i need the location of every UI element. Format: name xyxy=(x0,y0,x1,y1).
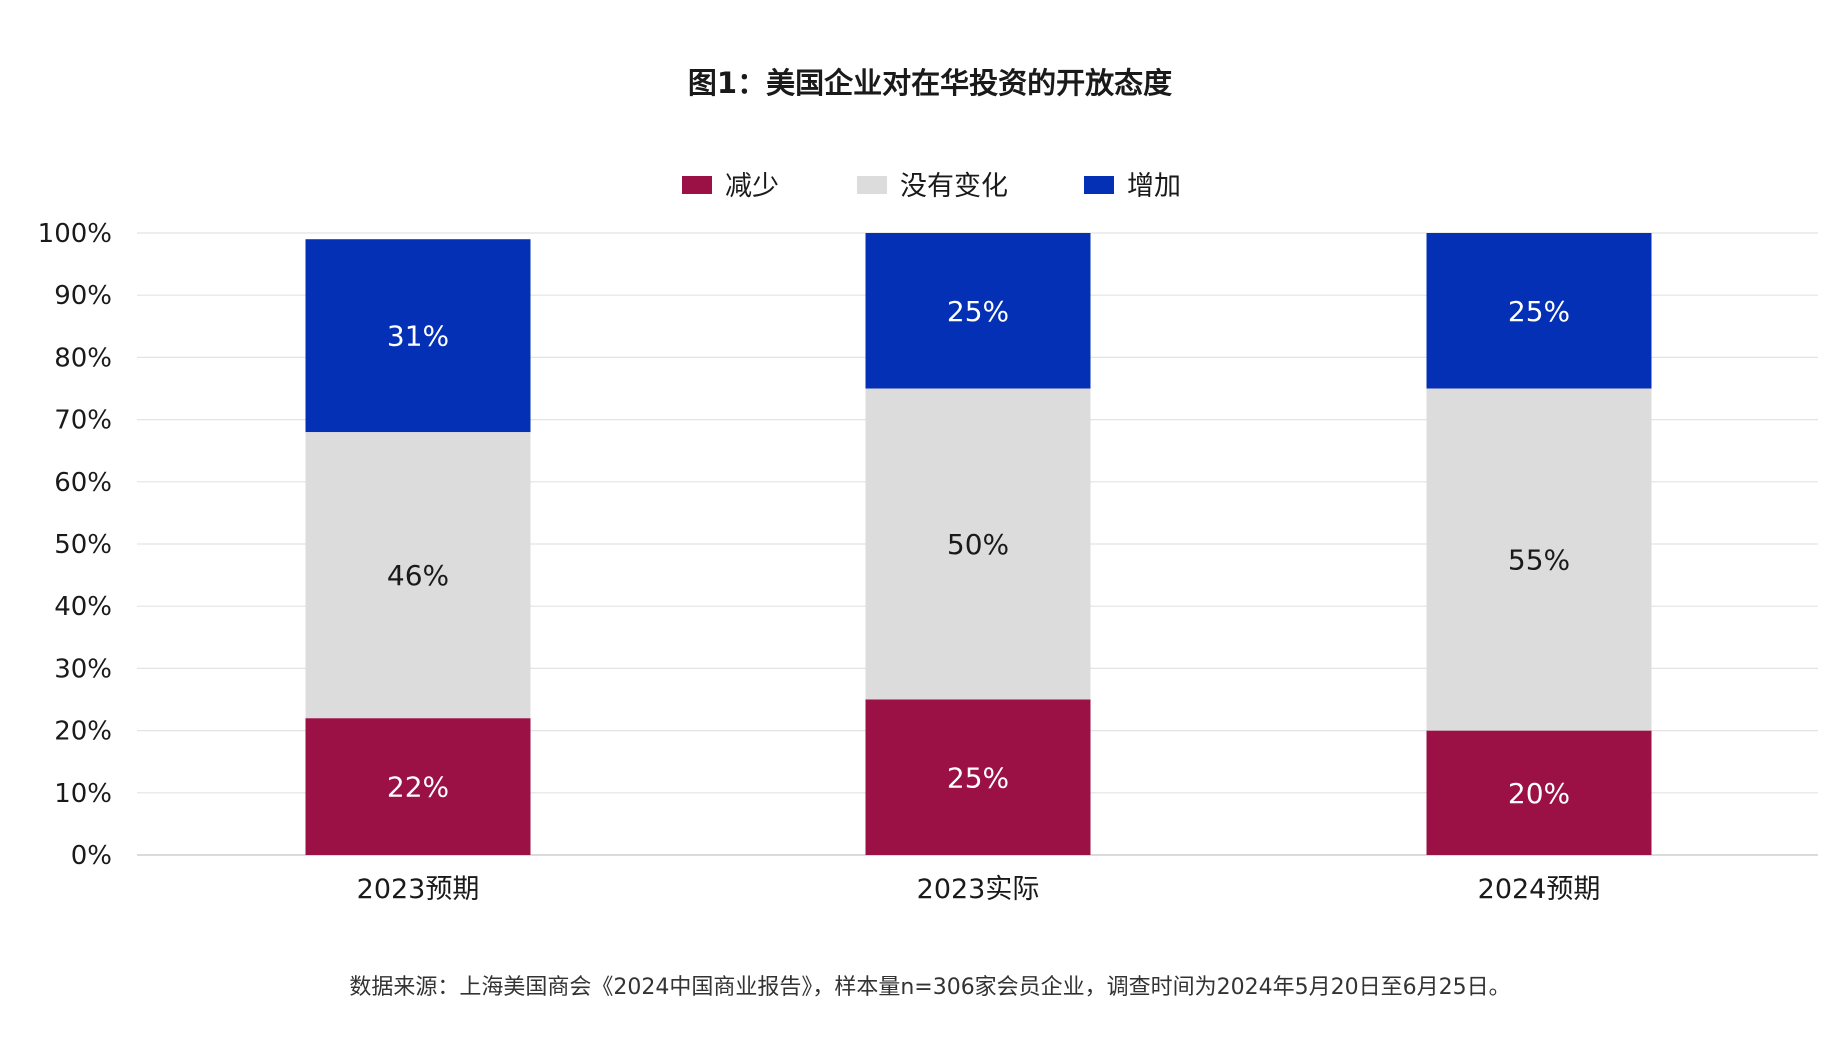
legend: 减少 没有变化 增加 xyxy=(682,171,1181,202)
data-label: 46% xyxy=(387,559,449,592)
legend-label: 没有变化 xyxy=(900,171,1008,202)
bar-segment xyxy=(1426,730,1652,855)
chart-title: 图1：美国企业对在华投资的开放态度 xyxy=(688,66,1172,100)
y-tick-label: 40% xyxy=(54,592,112,622)
data-label: 50% xyxy=(947,528,1009,561)
y-tick-label: 0% xyxy=(71,841,112,871)
legend-swatch xyxy=(1084,176,1114,194)
data-label: 20% xyxy=(1508,777,1570,810)
bar-segment xyxy=(865,699,1091,855)
y-tick-label: 20% xyxy=(54,717,112,747)
x-category-label: 2023预期 xyxy=(357,874,480,905)
data-labels: 22% 46% 31% 25% 50% 25% 20% 55% 25% xyxy=(387,295,1570,810)
data-label: 31% xyxy=(387,320,449,353)
y-tick-label: 70% xyxy=(54,406,112,436)
y-tick-label: 90% xyxy=(54,281,112,311)
y-axis: 0% 10% 20% 30% 40% 50% 60% 70% 80% 90% 100% xyxy=(38,219,112,871)
y-tick-label: 10% xyxy=(54,779,112,809)
x-axis: 2023预期 2023实际 2024预期 xyxy=(357,874,1601,905)
data-label: 55% xyxy=(1508,544,1570,577)
source-note: 数据来源：上海美国商会《2024中国商业报告》，样本量n=306家会员企业，调查… xyxy=(349,975,1510,1000)
bar-segment xyxy=(865,233,1091,389)
data-label: 25% xyxy=(1508,295,1570,328)
bar-segment xyxy=(1426,388,1652,731)
legend-swatch xyxy=(682,176,712,194)
bar-segment xyxy=(305,239,531,433)
data-label: 22% xyxy=(387,771,449,804)
y-tick-label: 50% xyxy=(54,530,112,560)
legend-swatch xyxy=(857,176,887,194)
bars xyxy=(305,233,1652,855)
y-tick-label: 30% xyxy=(54,654,112,684)
data-label: 25% xyxy=(947,761,1009,794)
bar-segment xyxy=(1426,233,1652,389)
legend-label: 增加 xyxy=(1127,171,1181,202)
x-category-label: 2023实际 xyxy=(917,874,1040,905)
y-tick-label: 100% xyxy=(38,219,112,249)
bar-segment xyxy=(865,388,1091,700)
data-label: 25% xyxy=(947,295,1009,328)
x-category-label: 2024预期 xyxy=(1478,874,1601,905)
bar-segment xyxy=(305,432,531,719)
bar-segment xyxy=(305,718,531,855)
y-tick-label: 60% xyxy=(54,468,112,498)
y-tick-label: 80% xyxy=(54,343,112,373)
legend-label: 减少 xyxy=(725,171,779,202)
